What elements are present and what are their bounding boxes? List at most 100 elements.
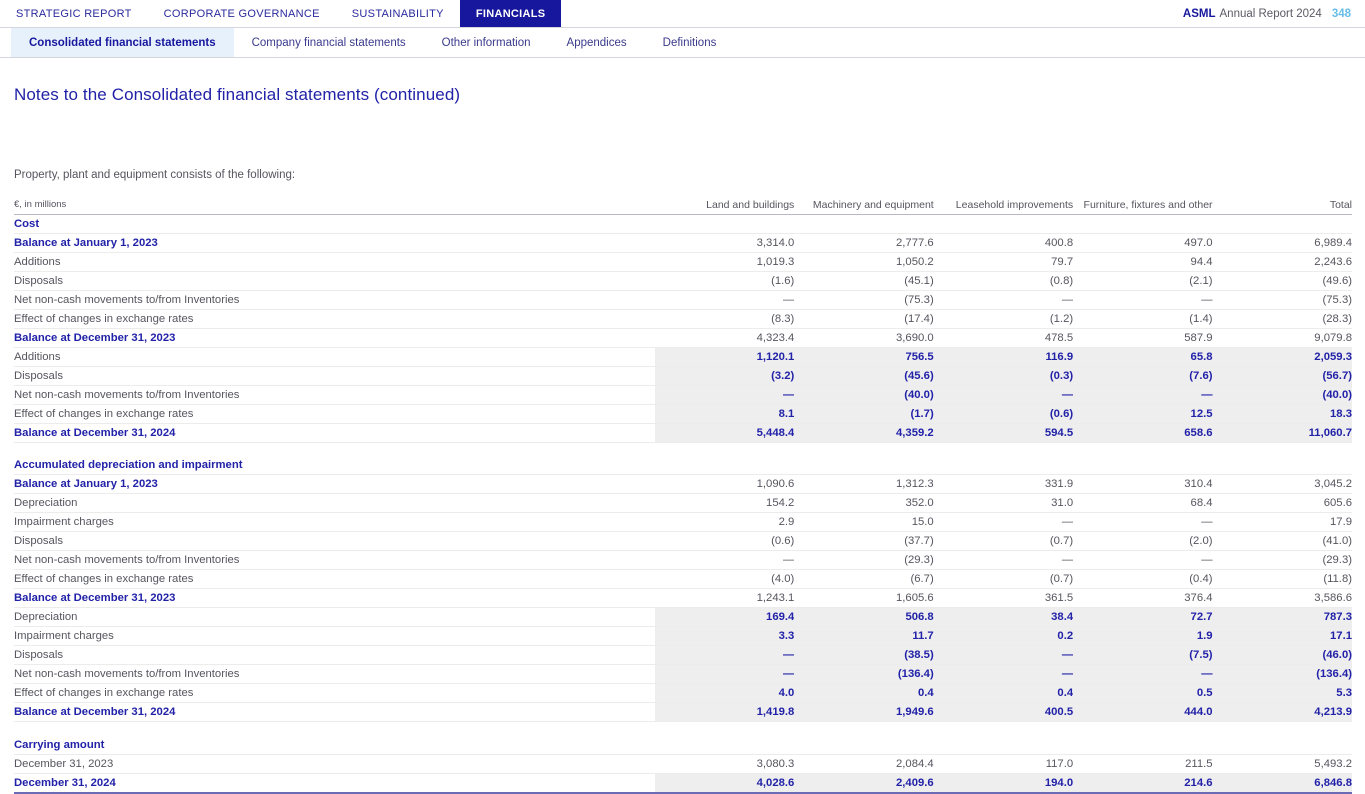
cell-value: 1,949.6 <box>794 702 934 723</box>
cell-value: 6,989.4 <box>1212 233 1352 253</box>
cell-value: — <box>654 664 795 685</box>
row-label: December 31, 2024 <box>14 772 655 794</box>
table-head: €, in millions Land and buildings Machin… <box>14 195 1352 215</box>
cell-value: 154.2 <box>654 493 795 514</box>
subnav-item-consolidated-financial-statements[interactable]: Consolidated financial statements <box>11 28 234 57</box>
row-label: Impairment charges <box>14 626 655 647</box>
cell-value <box>654 442 795 457</box>
cell-value <box>933 456 1074 476</box>
cell-value: 4.0 <box>654 683 795 704</box>
cell-value: 376.4 <box>1073 588 1213 609</box>
cell-value: 787.3 <box>1212 607 1352 628</box>
cell-value: (29.3) <box>794 550 934 571</box>
subnav-item-definitions[interactable]: Definitions <box>645 28 735 57</box>
cell-value <box>794 214 934 234</box>
row-label: December 31, 2023 <box>14 754 655 774</box>
cell-value: 4,359.2 <box>794 422 934 443</box>
table-row: Cost <box>14 214 1352 234</box>
cell-value: 3.3 <box>654 626 795 647</box>
cell-value <box>1073 442 1213 457</box>
row-label: Disposals <box>14 366 655 386</box>
page-title: Notes to the Consolidated financial stat… <box>14 85 461 105</box>
row-label: Depreciation <box>14 493 655 514</box>
cell-value: 4,028.6 <box>654 772 795 794</box>
table-row: Accumulated depreciation and impairment <box>14 456 1352 476</box>
cell-value <box>654 735 795 755</box>
cell-value: — <box>933 550 1074 571</box>
column-header-land-and-buildings: Land and buildings <box>654 195 795 215</box>
subnav-item-other-information[interactable]: Other information <box>424 28 549 57</box>
table-spacer-row <box>14 721 1352 736</box>
row-label: Net non-cash movements to/from Inventori… <box>14 385 655 405</box>
table-row: Balance at December 31, 2024 1,419.8 1,949… <box>14 702 1352 723</box>
subnav-item-appendices[interactable]: Appendices <box>549 28 645 57</box>
cell-value: 352.0 <box>794 493 934 514</box>
row-label: Disposals <box>14 645 655 666</box>
cell-value: (1.6) <box>654 271 795 291</box>
cell-value: 194.0 <box>933 772 1074 794</box>
row-label: Balance at January 1, 2023 <box>14 233 655 253</box>
cell-value: 5,448.4 <box>654 422 795 443</box>
table-row: Effect of changes in exchange rates (4.0)… <box>14 569 1352 590</box>
topnav-item-strategic-report[interactable]: STRATEGIC REPORT <box>0 0 148 27</box>
cell-value: (7.6) <box>1073 366 1213 386</box>
cell-value: — <box>1073 290 1213 310</box>
property-plant-equipment-table: €, in millions Land and buildings Machin… <box>14 195 1352 794</box>
topnav-item-corporate-governance[interactable]: CORPORATE GOVERNANCE <box>148 0 336 27</box>
cell-value: 0.5 <box>1073 683 1213 704</box>
cell-value: 8.1 <box>654 404 795 424</box>
cell-value: (6.7) <box>794 569 934 590</box>
cell-value: (40.0) <box>794 385 934 405</box>
cell-value: 17.1 <box>1212 626 1352 647</box>
cell-value: (29.3) <box>1212 550 1352 571</box>
row-label: Disposals <box>14 271 655 291</box>
cell-value: — <box>654 385 795 405</box>
cell-value: 658.6 <box>1073 422 1213 443</box>
cell-value: 211.5 <box>1073 754 1213 774</box>
cell-value: 0.4 <box>933 683 1074 704</box>
topnav-item-financials[interactable]: FINANCIALS <box>459 0 562 27</box>
subnav-item-company-financial-statements[interactable]: Company financial statements <box>234 28 424 57</box>
secondary-navigation-bar: Consolidated financial statements Compan… <box>0 28 1365 58</box>
cell-value: (136.4) <box>1212 664 1352 685</box>
subnav-item-label: Definitions <box>662 36 717 49</box>
cell-value: 444.0 <box>1073 702 1213 723</box>
cell-value: (45.1) <box>794 271 934 291</box>
cell-value <box>1073 721 1213 736</box>
table-units-label: €, in millions <box>14 195 655 215</box>
cell-value: 2,777.6 <box>794 233 934 253</box>
cell-value: 38.4 <box>933 607 1074 628</box>
table-row: Additions 1,120.1 756.5 116.9 65.8 2,059.3 <box>14 347 1352 367</box>
cell-value: 12.5 <box>1073 404 1213 424</box>
table-row: December 31, 2024 4,028.6 2,409.6 194.0 214.… <box>14 772 1352 794</box>
cell-value: 214.6 <box>1073 772 1213 794</box>
cell-value: 6,846.8 <box>1212 772 1352 794</box>
table-row: Effect of changes in exchange rates (8.3)… <box>14 309 1352 329</box>
topnav-spacer <box>561 0 1182 27</box>
cell-value <box>794 735 934 755</box>
cell-value <box>654 214 795 234</box>
cell-value: (75.3) <box>794 290 934 310</box>
table-row: Disposals — (38.5) — (7.5) (46.0) <box>14 645 1352 666</box>
cell-value: 1,090.6 <box>654 474 795 495</box>
cell-value <box>933 442 1074 457</box>
cell-value: 116.9 <box>933 347 1074 367</box>
table-row: Depreciation 169.4 506.8 38.4 72.7 787.3 <box>14 607 1352 628</box>
cell-value: 1,312.3 <box>794 474 934 495</box>
topnav-item-sustainability[interactable]: SUSTAINABILITY <box>336 0 460 27</box>
cell-value: 1,419.8 <box>654 702 795 723</box>
cell-value: 2,059.3 <box>1212 347 1352 367</box>
cell-value: (45.6) <box>794 366 934 386</box>
cell-value: 400.5 <box>933 702 1074 723</box>
report-identifier: ASML Annual Report 2024 <box>1183 0 1332 27</box>
cell-value: 31.0 <box>933 493 1074 514</box>
cell-value: (49.6) <box>1212 271 1352 291</box>
cell-value: (0.4) <box>1073 569 1213 590</box>
row-label: Additions <box>14 347 655 367</box>
row-label: Effect of changes in exchange rates <box>14 683 655 704</box>
cell-value: 4,323.4 <box>654 327 795 348</box>
cell-value: (8.3) <box>654 309 795 329</box>
table-row: Effect of changes in exchange rates 4.0 0.… <box>14 683 1352 704</box>
cell-value: (1.7) <box>794 404 934 424</box>
column-header-machinery-and-equipment: Machinery and equipment <box>794 195 934 215</box>
